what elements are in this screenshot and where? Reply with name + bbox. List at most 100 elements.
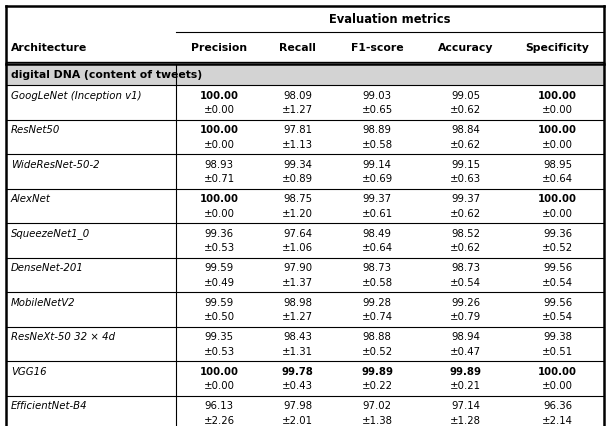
Text: 98.73: 98.73 bbox=[362, 263, 392, 273]
Text: 97.90: 97.90 bbox=[283, 263, 312, 273]
Text: WideResNet-50-2: WideResNet-50-2 bbox=[11, 160, 99, 170]
Text: 99.03: 99.03 bbox=[362, 91, 392, 101]
Text: ±0.22: ±0.22 bbox=[362, 381, 392, 391]
Text: 100.00: 100.00 bbox=[199, 367, 239, 377]
Text: ±1.06: ±1.06 bbox=[282, 243, 314, 253]
Text: 100.00: 100.00 bbox=[199, 91, 239, 101]
Text: ±1.20: ±1.20 bbox=[282, 209, 314, 219]
Text: ±1.28: ±1.28 bbox=[450, 416, 481, 426]
Text: ResNeXt-50 32 × 4d: ResNeXt-50 32 × 4d bbox=[11, 332, 115, 342]
Text: 97.81: 97.81 bbox=[283, 125, 312, 135]
Text: ±0.49: ±0.49 bbox=[204, 278, 235, 288]
Text: 98.09: 98.09 bbox=[283, 91, 312, 101]
Text: EfficientNet-B4: EfficientNet-B4 bbox=[11, 401, 88, 411]
Text: ±0.52: ±0.52 bbox=[362, 347, 393, 357]
Text: 99.89: 99.89 bbox=[361, 367, 393, 377]
Text: ±0.53: ±0.53 bbox=[204, 243, 235, 253]
Text: ±0.63: ±0.63 bbox=[450, 174, 481, 184]
Text: ±0.00: ±0.00 bbox=[204, 105, 235, 115]
Text: ±0.21: ±0.21 bbox=[450, 381, 481, 391]
Text: ±1.27: ±1.27 bbox=[282, 312, 314, 322]
Text: MobileNetV2: MobileNetV2 bbox=[11, 298, 76, 308]
Text: 99.05: 99.05 bbox=[451, 91, 480, 101]
Text: ±2.01: ±2.01 bbox=[282, 416, 314, 426]
Text: ±0.62: ±0.62 bbox=[450, 140, 481, 150]
Text: Specificity: Specificity bbox=[526, 43, 589, 53]
Text: 96.13: 96.13 bbox=[205, 401, 234, 411]
Text: Accuracy: Accuracy bbox=[438, 43, 493, 53]
Text: 97.02: 97.02 bbox=[362, 401, 392, 411]
Text: 99.78: 99.78 bbox=[282, 367, 314, 377]
Text: 98.89: 98.89 bbox=[362, 125, 392, 135]
Text: 97.98: 97.98 bbox=[283, 401, 312, 411]
Text: 98.75: 98.75 bbox=[283, 194, 312, 204]
Text: ±0.64: ±0.64 bbox=[362, 243, 393, 253]
Text: ±0.58: ±0.58 bbox=[362, 278, 393, 288]
Text: 99.28: 99.28 bbox=[362, 298, 392, 308]
Text: ±0.62: ±0.62 bbox=[450, 243, 481, 253]
Text: ±0.53: ±0.53 bbox=[204, 347, 235, 357]
Text: ±0.00: ±0.00 bbox=[542, 140, 573, 150]
Text: Evaluation metrics: Evaluation metrics bbox=[329, 13, 451, 26]
Text: ±0.69: ±0.69 bbox=[361, 174, 393, 184]
Text: 99.56: 99.56 bbox=[543, 298, 572, 308]
Text: ±0.64: ±0.64 bbox=[542, 174, 573, 184]
Text: AlexNet: AlexNet bbox=[11, 194, 51, 204]
Text: ±2.14: ±2.14 bbox=[542, 416, 573, 426]
Text: SqueezeNet1_0: SqueezeNet1_0 bbox=[11, 228, 90, 239]
Text: ±0.54: ±0.54 bbox=[542, 278, 573, 288]
Text: ±0.71: ±0.71 bbox=[204, 174, 235, 184]
Text: ±2.26: ±2.26 bbox=[204, 416, 235, 426]
Text: 100.00: 100.00 bbox=[538, 125, 577, 135]
Text: 98.43: 98.43 bbox=[284, 332, 312, 342]
Text: 99.38: 99.38 bbox=[543, 332, 572, 342]
Text: ±0.54: ±0.54 bbox=[542, 312, 573, 322]
Text: 100.00: 100.00 bbox=[538, 194, 577, 204]
Text: 100.00: 100.00 bbox=[538, 91, 577, 101]
Text: ±0.51: ±0.51 bbox=[542, 347, 573, 357]
Text: 98.95: 98.95 bbox=[543, 160, 572, 170]
Text: ±0.50: ±0.50 bbox=[204, 312, 235, 322]
Text: 98.98: 98.98 bbox=[283, 298, 312, 308]
Text: 98.49: 98.49 bbox=[362, 229, 392, 239]
Text: 99.34: 99.34 bbox=[283, 160, 312, 170]
Text: 96.36: 96.36 bbox=[543, 401, 572, 411]
Bar bbox=[6, 64, 604, 85]
Text: 99.15: 99.15 bbox=[451, 160, 480, 170]
Text: ±0.54: ±0.54 bbox=[450, 278, 481, 288]
Text: ±0.62: ±0.62 bbox=[450, 105, 481, 115]
Text: 100.00: 100.00 bbox=[199, 125, 239, 135]
Text: DenseNet-201: DenseNet-201 bbox=[11, 263, 84, 273]
Text: ±0.74: ±0.74 bbox=[362, 312, 393, 322]
Text: ±0.00: ±0.00 bbox=[204, 140, 235, 150]
Text: ResNet50: ResNet50 bbox=[11, 125, 60, 135]
Text: 99.56: 99.56 bbox=[543, 263, 572, 273]
Text: 97.64: 97.64 bbox=[283, 229, 312, 239]
Text: ±0.62: ±0.62 bbox=[450, 209, 481, 219]
Text: ±0.00: ±0.00 bbox=[542, 381, 573, 391]
Text: GoogLeNet (Inception v1): GoogLeNet (Inception v1) bbox=[11, 91, 142, 101]
Text: ±0.89: ±0.89 bbox=[282, 174, 314, 184]
Text: F1-score: F1-score bbox=[351, 43, 403, 53]
Text: ±0.00: ±0.00 bbox=[542, 209, 573, 219]
Text: ±0.00: ±0.00 bbox=[204, 209, 235, 219]
Text: ±1.13: ±1.13 bbox=[282, 140, 314, 150]
Text: 98.84: 98.84 bbox=[451, 125, 480, 135]
Text: 98.94: 98.94 bbox=[451, 332, 480, 342]
Text: 98.52: 98.52 bbox=[451, 229, 480, 239]
Text: 100.00: 100.00 bbox=[199, 194, 239, 204]
Text: ±0.43: ±0.43 bbox=[282, 381, 314, 391]
Text: ±0.00: ±0.00 bbox=[542, 105, 573, 115]
Text: 99.59: 99.59 bbox=[204, 298, 234, 308]
Text: Architecture: Architecture bbox=[11, 43, 87, 53]
Text: 99.36: 99.36 bbox=[204, 229, 234, 239]
Text: ±1.37: ±1.37 bbox=[282, 278, 314, 288]
Text: 99.37: 99.37 bbox=[362, 194, 392, 204]
Text: Recall: Recall bbox=[279, 43, 316, 53]
Text: ±0.79: ±0.79 bbox=[450, 312, 481, 322]
Text: VGG16: VGG16 bbox=[11, 367, 46, 377]
Text: digital DNA (content of tweets): digital DNA (content of tweets) bbox=[11, 70, 202, 80]
Text: 98.73: 98.73 bbox=[451, 263, 480, 273]
Text: ±0.00: ±0.00 bbox=[204, 381, 235, 391]
Text: ±0.61: ±0.61 bbox=[362, 209, 393, 219]
